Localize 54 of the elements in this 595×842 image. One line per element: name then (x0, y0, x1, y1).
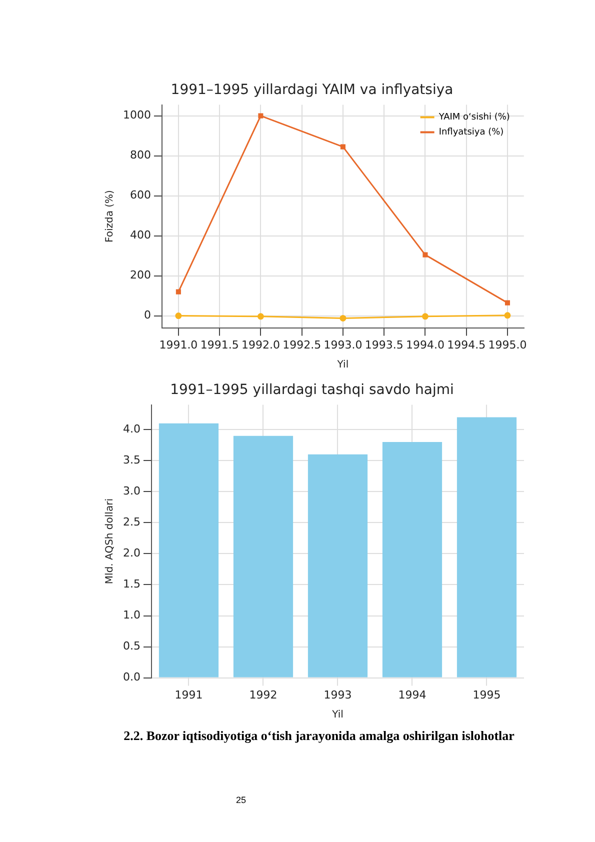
x-tick-label: 1993 (324, 688, 352, 702)
x-tick-label: 1994 (398, 688, 426, 702)
point (504, 300, 510, 306)
y-tick-label: 2.0 (122, 546, 140, 560)
y-tick-label: 2.5 (122, 516, 140, 529)
bar (456, 417, 517, 678)
y-tick-label: 1.5 (122, 578, 140, 591)
point (340, 144, 346, 150)
x-tick-label: 1993.5 (364, 338, 404, 352)
y-axis-title: Mld. AQSh dollari (104, 498, 116, 584)
y-tick-label: 200 (130, 268, 151, 282)
point (257, 313, 264, 320)
point (422, 252, 428, 258)
chart-title: 1991–1995 yillardagi YAIM va inflyatsiya (170, 82, 454, 98)
chart-title: 1991–1995 yillardagi tashqi savdo hajmi (170, 382, 454, 398)
point (504, 312, 511, 319)
x-tick-label: 1994.5 (447, 338, 486, 352)
text: 2.2. Bozor iqtisodiyotiga o‘tish jarayonida amalga oshirilgan islohotlar (122, 728, 516, 744)
y-tick-label: 0.5 (122, 640, 140, 653)
point (422, 313, 428, 320)
y-tick-label: 3.0 (122, 484, 140, 498)
x-tick-label: 1992.5 (282, 338, 322, 352)
x-tick-label: 1991.5 (200, 338, 239, 352)
y-tick-label: 4.0 (122, 422, 140, 436)
x-axis-title: Yil (331, 710, 344, 721)
y-axis-title: Foizda (%) (104, 190, 116, 243)
bar (158, 423, 219, 678)
point (175, 312, 182, 320)
bar (233, 436, 294, 678)
x-tick-label: 1995.0 (488, 338, 527, 352)
text: 25 (236, 795, 246, 805)
y-tick-label: 800 (130, 148, 151, 162)
x-axis-title: Yil (336, 360, 349, 371)
x-tick-label: 1991 (174, 688, 203, 702)
x-tick-label: 1994.0 (406, 338, 444, 352)
x-tick-label: 1991.0 (159, 338, 198, 352)
x-tick-label: 1995 (472, 688, 501, 702)
y-tick-label: 0.0 (122, 670, 140, 684)
bar (382, 442, 442, 678)
point (176, 289, 181, 294)
bar (308, 454, 368, 678)
y-tick-label: 1000 (122, 108, 151, 122)
legend-label: Inflyatsiya (%) (438, 128, 504, 138)
y-tick-label: 0 (144, 308, 151, 322)
x-tick-label: 1993.0 (324, 338, 362, 352)
x-tick-label: 1992 (249, 688, 278, 702)
point (340, 314, 346, 322)
y-tick-label: 1.0 (122, 608, 140, 622)
y-tick-label: 3.5 (122, 454, 140, 466)
y-tick-label: 600 (130, 188, 151, 202)
y-tick-label: 400 (130, 228, 151, 242)
point (258, 113, 264, 118)
legend-label: YAIM o‘sishi (%) (438, 112, 510, 123)
x-tick-label: 1992.0 (241, 338, 280, 352)
